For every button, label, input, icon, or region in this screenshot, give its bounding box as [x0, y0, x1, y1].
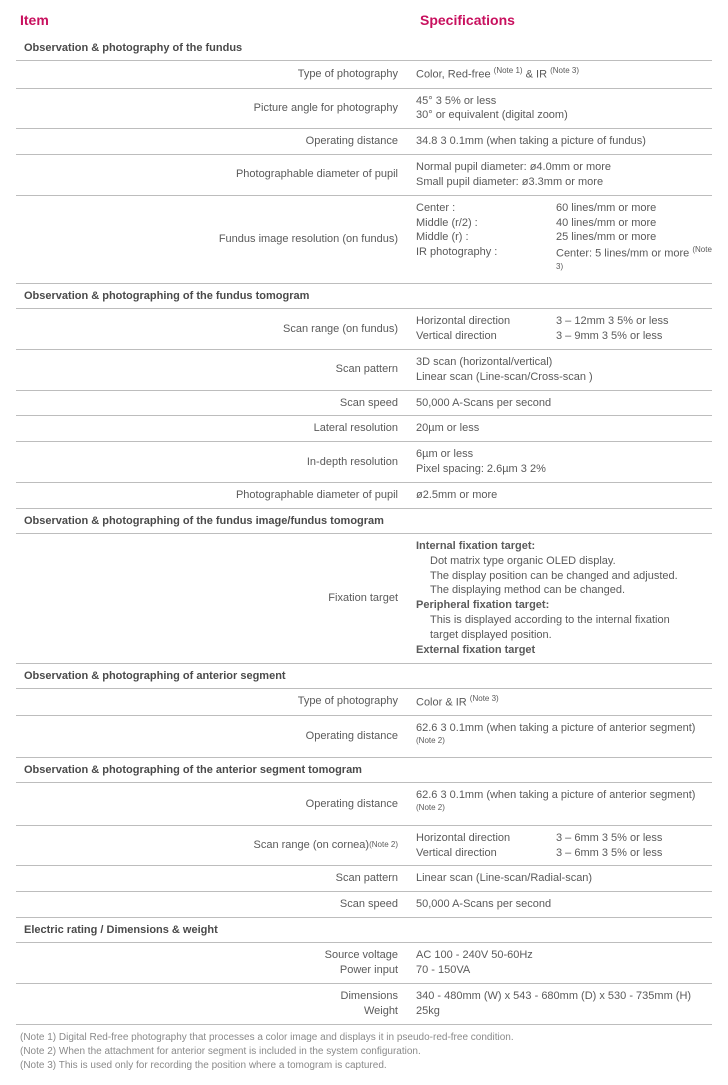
- row-value: 50,000 A-Scans per second: [416, 396, 712, 411]
- section-electric-dimensions: Electric rating / Dimensions & weight: [16, 918, 712, 943]
- row-value: ø2.5mm or more: [416, 488, 712, 503]
- section-fundus-tomogram: Observation & photographing of the fundu…: [16, 284, 712, 309]
- table-row: Scan pattern Linear scan (Line-scan/Radi…: [16, 866, 712, 892]
- note-2: (Note 2) When the attachment for anterio…: [20, 1045, 712, 1059]
- row-label: Operating distance: [16, 721, 416, 752]
- table-row: In-depth resolution 6µm or less Pixel sp…: [16, 442, 712, 483]
- row-label: Fundus image resolution (on fundus): [16, 201, 416, 279]
- table-row: Fixation target Internal fixation target…: [16, 534, 712, 664]
- row-value: Normal pupil diameter: ø4.0mm or more Sm…: [416, 160, 712, 190]
- row-label: Type of photography: [16, 694, 416, 711]
- header-item: Item: [16, 12, 420, 28]
- table-row: Scan range (on fundus) Horizontal direct…: [16, 309, 712, 350]
- table-row: Scan pattern 3D scan (horizontal/vertica…: [16, 350, 712, 391]
- table-row: Source voltage Power input AC 100 - 240V…: [16, 943, 712, 984]
- row-value: 45° 3 5% or less 30° or equivalent (digi…: [416, 94, 712, 124]
- table-row: Scan speed 50,000 A-Scans per second: [16, 391, 712, 417]
- row-value: 6µm or less Pixel spacing: 2.6µm 3 2%: [416, 447, 712, 477]
- note-1: (Note 1) Digital Red-free photography th…: [20, 1031, 712, 1045]
- section-fundus-obs: Observation & photography of the fundus: [16, 36, 712, 61]
- row-label: Scan pattern: [16, 355, 416, 385]
- row-label: Scan speed: [16, 396, 416, 411]
- row-label: In-depth resolution: [16, 447, 416, 477]
- table-row: Photographable diameter of pupil ø2.5mm …: [16, 483, 712, 509]
- row-value: Center :60 lines/mm or more Middle (r/2)…: [416, 201, 712, 279]
- table-row: Type of photography Color, Red-free (Not…: [16, 61, 712, 89]
- row-value: 50,000 A-Scans per second: [416, 897, 712, 912]
- row-label: Dimensions Weight: [16, 989, 416, 1019]
- note-3: (Note 3) This is used only for recording…: [20, 1059, 712, 1073]
- row-value: Color, Red-free (Note 1) & IR (Note 3): [416, 66, 712, 83]
- header-spec: Specifications: [420, 12, 515, 28]
- table-row: Operating distance 62.6 3 0.1mm (when ta…: [16, 716, 712, 758]
- table-row: Operating distance 62.6 3 0.1mm (when ta…: [16, 783, 712, 825]
- row-value: Linear scan (Line-scan/Radial-scan): [416, 871, 712, 886]
- row-label: Picture angle for photography: [16, 94, 416, 124]
- row-label: Scan pattern: [16, 871, 416, 886]
- table-row: Lateral resolution 20µm or less: [16, 416, 712, 442]
- row-label: Photographable diameter of pupil: [16, 160, 416, 190]
- row-value: Internal fixation target: Dot matrix typ…: [416, 539, 712, 658]
- row-label: Type of photography: [16, 66, 416, 83]
- row-value: Color & IR (Note 3): [416, 694, 712, 711]
- section-anterior-segment: Observation & photographing of anterior …: [16, 664, 712, 689]
- footnotes: (Note 1) Digital Red-free photography th…: [16, 1031, 712, 1073]
- row-value: 3D scan (horizontal/vertical) Linear sca…: [416, 355, 712, 385]
- row-label: Lateral resolution: [16, 421, 416, 436]
- section-anterior-tomogram: Observation & photographing of the anter…: [16, 758, 712, 783]
- row-label: Fixation target: [16, 539, 416, 658]
- row-value: AC 100 - 240V 50-60Hz 70 - 150VA: [416, 948, 712, 978]
- row-label: Scan range (on fundus): [16, 314, 416, 344]
- row-value: Horizontal direction3 – 12mm 3 5% or les…: [416, 314, 712, 344]
- row-label: Operating distance: [16, 788, 416, 819]
- table-row: Operating distance 34.8 3 0.1mm (when ta…: [16, 129, 712, 155]
- table-row: Picture angle for photography 45° 3 5% o…: [16, 89, 712, 130]
- row-value: 340 - 480mm (W) x 543 - 680mm (D) x 530 …: [416, 989, 712, 1019]
- table-row: Scan range (on cornea) (Note 2) Horizont…: [16, 826, 712, 867]
- row-value: 62.6 3 0.1mm (when taking a picture of a…: [416, 721, 712, 752]
- table-row: Dimensions Weight 340 - 480mm (W) x 543 …: [16, 984, 712, 1025]
- row-label: Source voltage Power input: [16, 948, 416, 978]
- table-row: Fundus image resolution (on fundus) Cent…: [16, 196, 712, 285]
- row-label: Scan speed: [16, 897, 416, 912]
- table-row: Photographable diameter of pupil Normal …: [16, 155, 712, 196]
- table-header: Item Specifications: [16, 12, 712, 28]
- row-value: 20µm or less: [416, 421, 712, 436]
- row-label: Operating distance: [16, 134, 416, 149]
- table-row: Type of photography Color & IR (Note 3): [16, 689, 712, 717]
- row-label: Photographable diameter of pupil: [16, 488, 416, 503]
- section-fundus-image-tomogram: Observation & photographing of the fundu…: [16, 509, 712, 534]
- row-value: 34.8 3 0.1mm (when taking a picture of f…: [416, 134, 712, 149]
- row-value: 62.6 3 0.1mm (when taking a picture of a…: [416, 788, 712, 819]
- table-row: Scan speed 50,000 A-Scans per second: [16, 892, 712, 918]
